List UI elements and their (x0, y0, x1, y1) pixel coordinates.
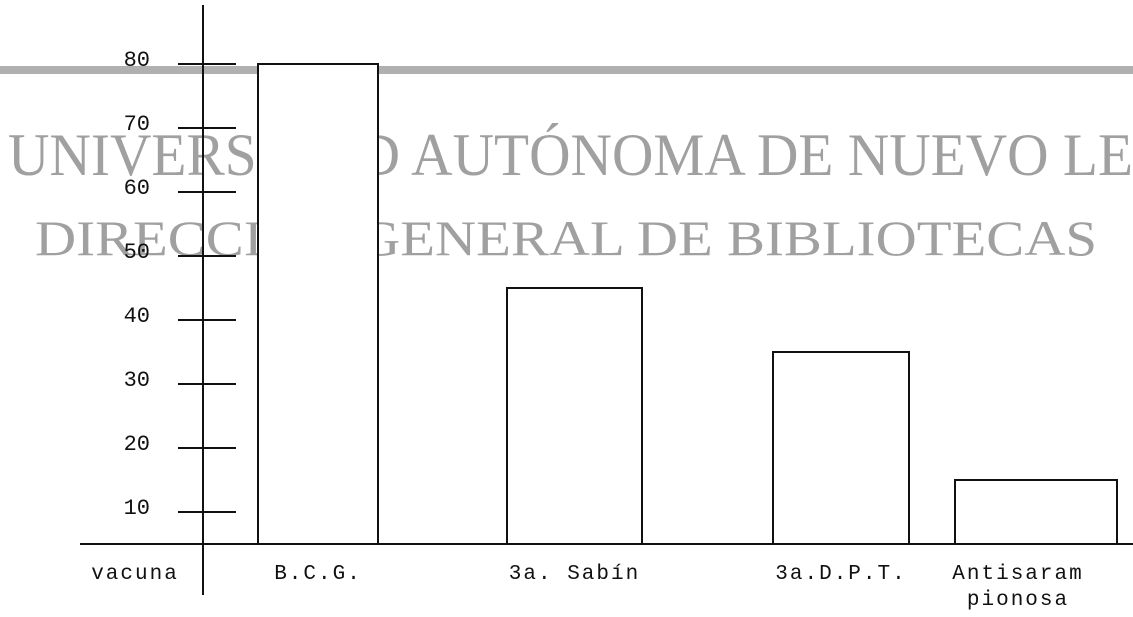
bar (257, 63, 379, 545)
y-tick-label: 30 (124, 368, 150, 393)
x-tick-label: 3a. Sabín (508, 563, 641, 586)
x-tick-label: 3a.D.P.T. (775, 563, 907, 586)
y-tick-label: 50 (124, 240, 150, 265)
x-tick-label: B.C.G. (274, 563, 362, 586)
watermark-text: UNIVERSIDAD AUTÓNOMA DE NUEVO LE (8, 122, 1133, 188)
watermark-band (0, 66, 1133, 74)
watermark-text: DIRECCIÓN GENERAL DE BIBLIOTECAS (35, 210, 1097, 266)
y-tick-label: 80 (124, 48, 150, 73)
y-tick-label: 40 (124, 304, 150, 329)
x-axis-label: vacuna (91, 563, 179, 586)
y-tick-label: 60 (124, 176, 150, 201)
x-tick-label: Antisaram pionosa (952, 563, 1084, 612)
y-tick-label: 10 (124, 496, 150, 521)
bar (506, 287, 643, 545)
bar (772, 351, 910, 545)
bar (954, 479, 1118, 545)
y-tick-label: 20 (124, 432, 150, 457)
y-tick-label: 70 (124, 112, 150, 137)
